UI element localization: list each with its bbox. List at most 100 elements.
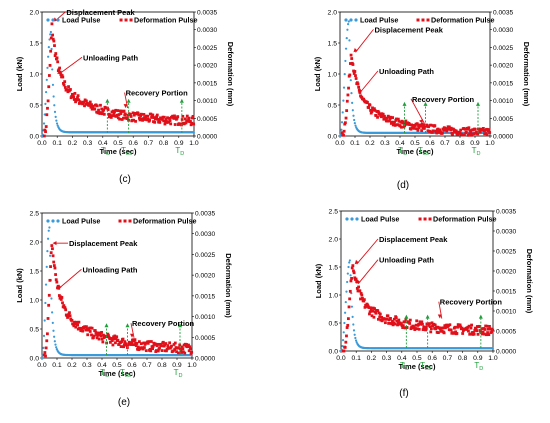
deformation-point [477, 127, 481, 131]
load-point [49, 254, 52, 257]
y-right-tick-label: 0.0025 [195, 252, 216, 259]
deformation-point [112, 112, 116, 115]
deformation-point [47, 293, 51, 297]
annotation-text: Unloading Path [379, 67, 434, 76]
deformation-point [112, 337, 116, 341]
deformation-point [381, 112, 385, 116]
load-point [53, 104, 56, 107]
x-tick-label: 1.0 [485, 140, 495, 147]
load-point [352, 114, 355, 117]
annotation-text: Displacement Peak [379, 235, 448, 244]
time-marker-arrowhead [126, 98, 131, 103]
load-point [52, 329, 55, 332]
y-left-tick-label: 0.5 [328, 103, 338, 110]
deformation-point [380, 315, 383, 319]
deformation-point [71, 322, 75, 326]
time-marker-arrowhead [478, 314, 483, 319]
x-tick-label: 0.1 [52, 140, 62, 147]
deformation-point [164, 117, 168, 121]
deformation-point [354, 77, 358, 80]
deformation-point [488, 131, 492, 134]
x-tick-label: 0.6 [127, 362, 137, 369]
annotation-arrowhead [437, 314, 442, 319]
deformation-point [376, 309, 380, 313]
load-point [54, 115, 57, 118]
x-tick-label: 0.0 [335, 140, 345, 147]
deformation-point [52, 264, 56, 267]
legend-load-label: Load Pulse [360, 16, 398, 25]
deformation-point [156, 349, 160, 353]
deformation-point [90, 103, 93, 107]
deformation-point [418, 320, 422, 324]
deformation-point [422, 325, 426, 329]
deformation-point [74, 325, 78, 329]
deformation-point [469, 130, 473, 134]
deformation-point [143, 118, 147, 121]
deformation-point [408, 322, 412, 325]
load-point [341, 111, 344, 114]
deformation-point [86, 333, 90, 337]
deformation-point [162, 119, 166, 123]
annotation-leader [130, 323, 135, 338]
deformation-point [391, 319, 394, 323]
deformation-point [172, 117, 176, 120]
x-tick-label: 0.6 [128, 140, 138, 147]
deformation-point [116, 109, 120, 112]
deformation-point [395, 319, 399, 323]
legend-load-marker [51, 18, 55, 22]
load-point [47, 55, 50, 58]
deformation-point [183, 117, 187, 121]
deformation-point [388, 119, 391, 123]
x-tick-label: 0.7 [142, 362, 152, 369]
load-point [50, 47, 53, 51]
deformation-point [87, 104, 91, 107]
load-point [341, 344, 344, 348]
deformation-point [468, 129, 472, 132]
time-marker-label: T55 [420, 361, 431, 372]
deformation-point [99, 103, 102, 107]
deformation-point [435, 131, 439, 135]
deformation-point [348, 73, 352, 77]
deformation-point [393, 322, 397, 326]
y-right-tick-label: 0.0025 [496, 249, 517, 256]
load-point [352, 329, 356, 332]
deformation-point [368, 310, 372, 314]
y-left-tick-label: 0.5 [329, 321, 339, 328]
y-right-tick-label: 0.0010 [195, 314, 216, 321]
deformation-point [357, 285, 361, 289]
load-point [46, 237, 50, 240]
y-axis-label-left: Load (kN) [15, 56, 24, 91]
deformation-point [69, 88, 72, 91]
deformation-point [381, 114, 384, 118]
deformation-point [186, 119, 190, 123]
deformation-point [109, 116, 113, 119]
deformation-point [46, 106, 49, 110]
annotation-arrowhead [353, 47, 358, 53]
deformation-point [63, 306, 67, 310]
x-tick-label: 0.7 [443, 355, 453, 362]
y-left-tick-label: 1.5 [30, 269, 40, 276]
deformation-point [431, 129, 435, 133]
x-tick-label: 0.2 [67, 362, 77, 369]
load-point [192, 131, 195, 134]
y-axis-label-right: Deformation (mm) [224, 253, 233, 318]
load-pulse-series [40, 226, 193, 360]
y-left-tick-label: 2.0 [30, 10, 40, 17]
legend: Load Pulse Deformation Pulse [46, 217, 197, 226]
deformation-point [47, 85, 51, 89]
deformation-point [470, 132, 474, 136]
deformation-point [116, 338, 120, 342]
deformation-point [374, 114, 378, 117]
deformation-point [148, 347, 152, 351]
y-right-tick-label: 0.0015 [496, 289, 517, 296]
y-axis-label-right: Deformation (mm) [226, 42, 235, 107]
deformation-point [100, 330, 103, 334]
load-point [347, 23, 350, 26]
deformation-point [45, 339, 49, 343]
deformation-point [57, 68, 61, 71]
deformation-point [469, 326, 473, 330]
annotation-text: Recovery Portion [126, 89, 189, 98]
deformation-point [342, 129, 346, 133]
deformation-point [386, 314, 390, 318]
deformation-point [372, 315, 376, 319]
